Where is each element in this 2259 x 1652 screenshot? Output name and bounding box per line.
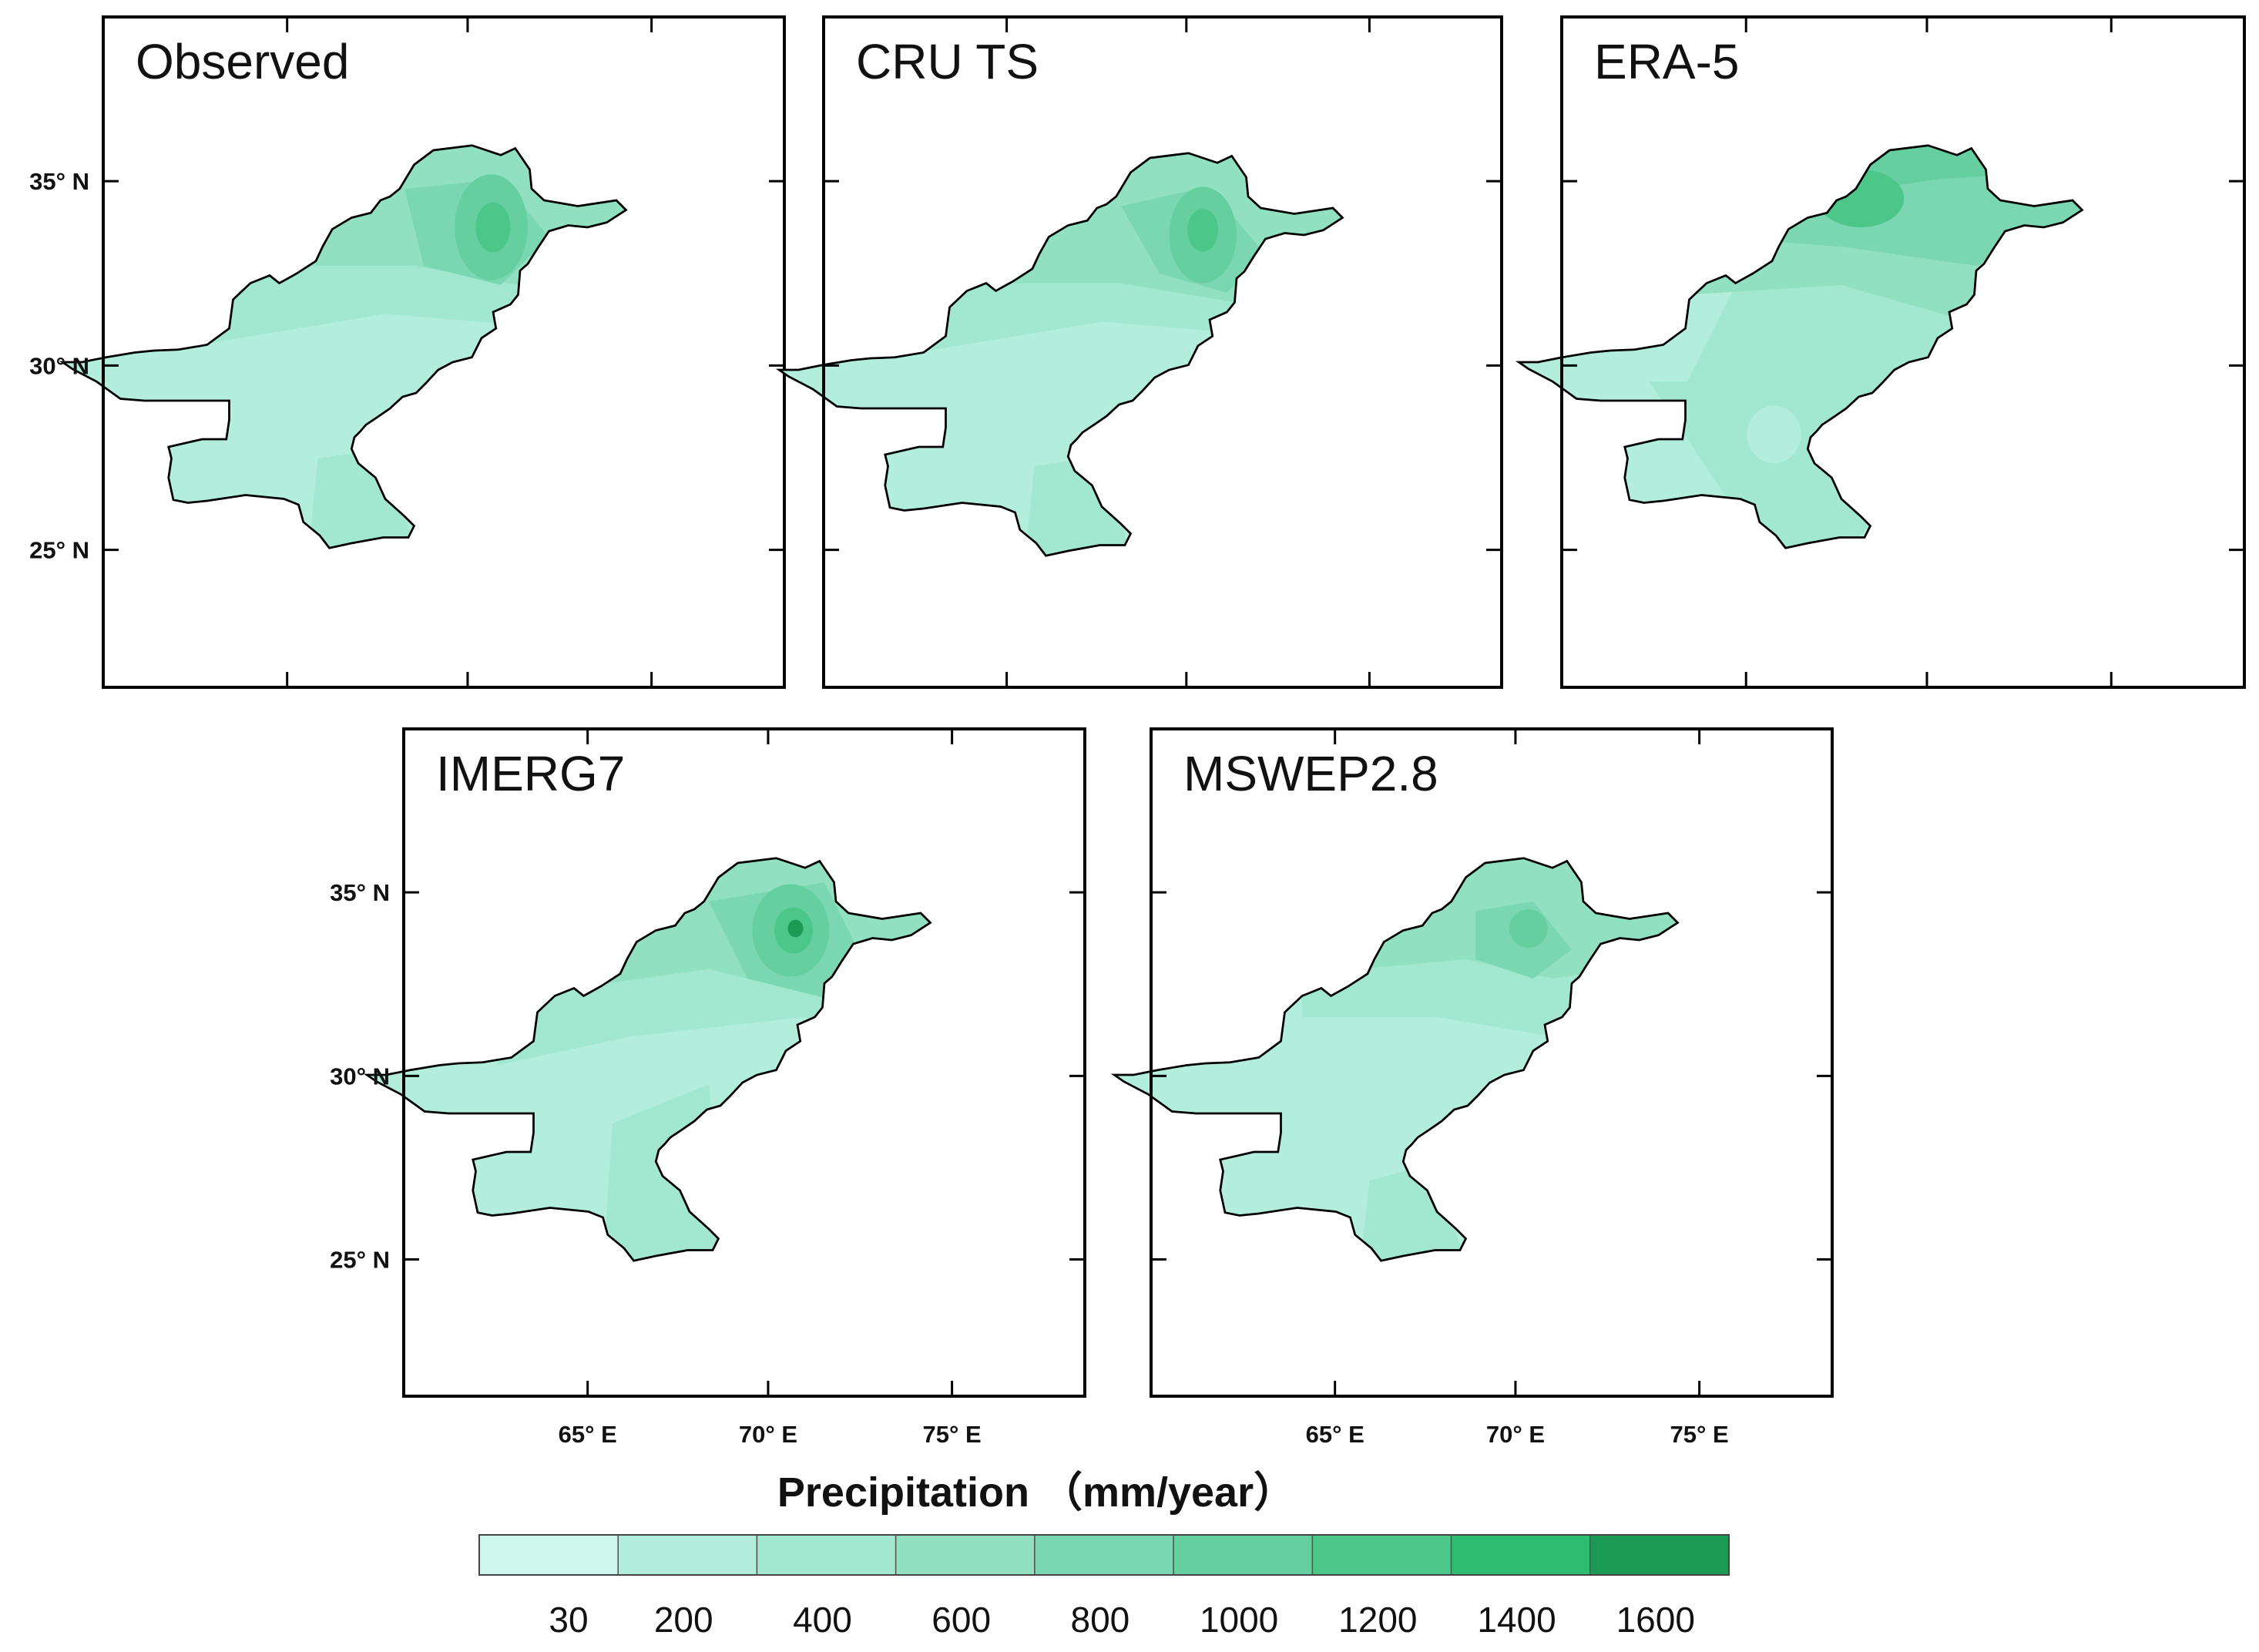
precip-zone <box>1509 909 1548 948</box>
lon-label: 70° E <box>1486 1421 1545 1448</box>
colorbar-label: 400 <box>793 1600 852 1640</box>
lon-label: 75° E <box>923 1421 982 1448</box>
pakistan-map-imerg <box>365 857 931 1262</box>
precip-zone <box>1187 209 1219 252</box>
colorbar-label: 1200 <box>1338 1600 1417 1640</box>
precip-zone <box>1817 170 1905 227</box>
lon-label: 75° E <box>1670 1421 1729 1448</box>
colorbar-legend: Precipitation （mm/year） 30 200 400 600 800 100… <box>478 1469 1730 1640</box>
panel-frame <box>822 15 1503 689</box>
colorbar-label: 1000 <box>1200 1600 1278 1640</box>
lat-label: 35° N <box>29 168 89 195</box>
precip-zone <box>1747 405 1801 464</box>
panel-observed: Observed 35° N 30° N 25° N <box>29 15 786 689</box>
panel-title: Observed <box>136 34 349 89</box>
pakistan-map-cru <box>777 152 1344 557</box>
panel-title: CRU TS <box>856 34 1039 89</box>
colorbar-swatch <box>756 1534 897 1576</box>
colorbar-label: 800 <box>1071 1600 1130 1640</box>
panel-mswep: MSWEP2.8 65° E 70° E 75° E <box>1113 727 1834 1448</box>
panel-frame <box>1560 15 2246 689</box>
colorbar-swatch <box>895 1534 1036 1576</box>
colorbar-label: 1400 <box>1477 1600 1556 1640</box>
panel-era5: ERA-5 <box>1517 15 2246 689</box>
colorbar-label: 1600 <box>1616 1600 1695 1640</box>
panel-frame <box>102 15 786 689</box>
colorbar-swatch <box>478 1534 619 1576</box>
legend-title: Precipitation （mm/year） <box>777 1469 1295 1516</box>
panel-cru: CRU TS <box>777 15 1503 689</box>
colorbar-label: 200 <box>654 1600 713 1640</box>
colorbar-swatch <box>1450 1534 1591 1576</box>
lat-label: 25° N <box>29 537 89 564</box>
lon-label: 65° E <box>1306 1421 1364 1448</box>
colorbar-label: 600 <box>931 1600 991 1640</box>
panel-imerg: IMERG7 35° N 30° N 25° N 65° E 70° E 75° E <box>330 727 1086 1448</box>
colorbar-swatch <box>1173 1534 1314 1576</box>
panel-title: IMERG7 <box>436 746 625 801</box>
panel-frame <box>1150 727 1834 1398</box>
precip-zone <box>475 202 511 253</box>
colorbar-swatch <box>617 1534 758 1576</box>
lat-label: 25° N <box>330 1246 390 1273</box>
panel-title: ERA-5 <box>1594 34 1740 89</box>
colorbar-swatch <box>1034 1534 1174 1576</box>
lat-label: 30° N <box>29 352 89 379</box>
pakistan-map-mswep <box>1113 857 1679 1262</box>
colorbar-frame <box>478 1534 1730 1576</box>
panel-frame <box>402 727 1086 1398</box>
panel-title: MSWEP2.8 <box>1183 746 1438 801</box>
colorbar-label: 30 <box>549 1600 588 1640</box>
pakistan-map-observed <box>61 144 627 549</box>
lat-label: 30° N <box>330 1063 390 1090</box>
colorbar-swatch <box>1589 1534 1730 1576</box>
lon-label: 65° E <box>559 1421 617 1448</box>
lat-label: 35° N <box>330 879 390 906</box>
colorbar-swatch <box>1311 1534 1452 1576</box>
pakistan-map-era5 <box>1517 144 2083 549</box>
precip-zone <box>787 919 804 938</box>
lon-label: 70° E <box>739 1421 797 1448</box>
